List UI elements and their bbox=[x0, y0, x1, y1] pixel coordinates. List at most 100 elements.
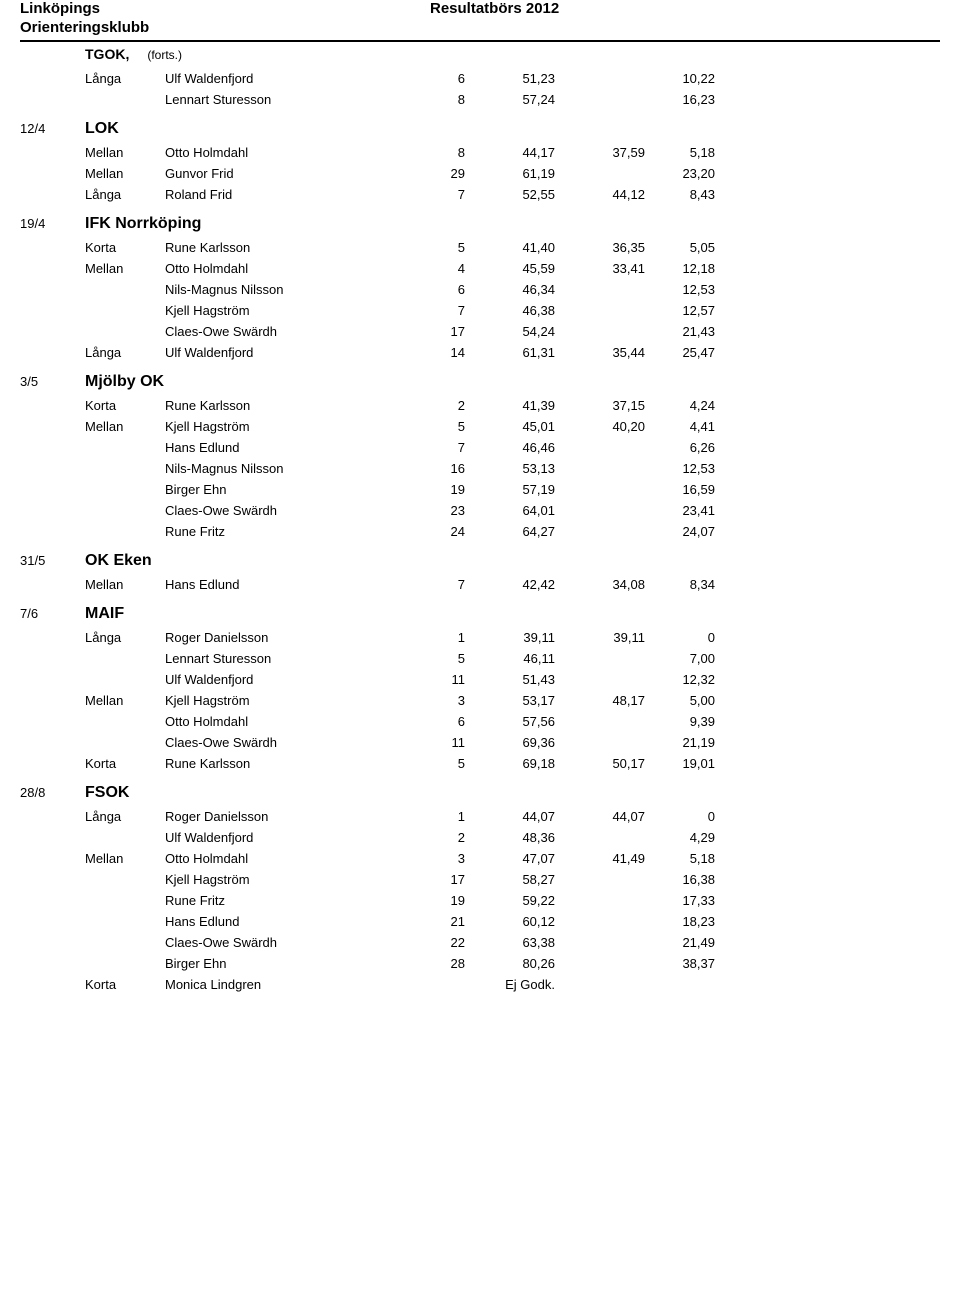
ref-cell: 44,12 bbox=[555, 184, 645, 205]
ref-cell: 34,08 bbox=[555, 574, 645, 595]
class-cell bbox=[85, 932, 165, 953]
ref-cell: 48,17 bbox=[555, 690, 645, 711]
time-cell: 46,11 bbox=[465, 648, 555, 669]
time-cell: 60,12 bbox=[465, 911, 555, 932]
time-cell: 61,31 bbox=[465, 342, 555, 363]
time-cell: 51,23 bbox=[465, 68, 555, 89]
class-cell bbox=[85, 458, 165, 479]
diff-cell: 12,57 bbox=[645, 300, 715, 321]
time-cell: 46,38 bbox=[465, 300, 555, 321]
header-rule bbox=[20, 40, 940, 42]
section-header: 3/5Mjölby OK bbox=[20, 373, 940, 391]
place-cell: 5 bbox=[405, 753, 465, 774]
section-header: 7/6MAIF bbox=[20, 605, 940, 623]
place-cell: 8 bbox=[405, 142, 465, 163]
class-cell: Långa bbox=[85, 68, 165, 89]
time-cell: 57,19 bbox=[465, 479, 555, 500]
results-table: KortaRune Karlsson541,4036,355,05MellanO… bbox=[85, 237, 715, 363]
class-cell: Långa bbox=[85, 184, 165, 205]
ref-cell bbox=[555, 300, 645, 321]
class-cell bbox=[85, 89, 165, 110]
place-cell: 14 bbox=[405, 342, 465, 363]
place-cell: 5 bbox=[405, 416, 465, 437]
time-cell: 54,24 bbox=[465, 321, 555, 342]
diff-cell: 0 bbox=[645, 806, 715, 827]
name-cell: Rune Karlsson bbox=[165, 395, 405, 416]
time-cell: 58,27 bbox=[465, 869, 555, 890]
name-cell: Hans Edlund bbox=[165, 911, 405, 932]
class-cell bbox=[85, 321, 165, 342]
name-cell: Claes-Owe Swärdh bbox=[165, 321, 405, 342]
place-cell: 16 bbox=[405, 458, 465, 479]
diff-cell: 0 bbox=[645, 627, 715, 648]
page-header: Linköpings Resultatbörs 2012 bbox=[20, 0, 940, 17]
table-row: Lennart Sturesson546,117,00 bbox=[85, 648, 715, 669]
table-row: Nils-Magnus Nilsson1653,1312,53 bbox=[85, 458, 715, 479]
ref-cell bbox=[555, 732, 645, 753]
name-cell: Rune Fritz bbox=[165, 521, 405, 542]
place-cell: 6 bbox=[405, 279, 465, 300]
place-cell: 17 bbox=[405, 869, 465, 890]
section-club: OK Eken bbox=[85, 552, 152, 570]
section-date: 3/5 bbox=[20, 374, 85, 389]
class-cell bbox=[85, 869, 165, 890]
class-cell bbox=[85, 500, 165, 521]
ref-cell: 40,20 bbox=[555, 416, 645, 437]
name-cell: Monica Lindgren bbox=[165, 974, 405, 995]
time-cell: 44,07 bbox=[465, 806, 555, 827]
time-cell: 42,42 bbox=[465, 574, 555, 595]
diff-cell: 16,23 bbox=[645, 89, 715, 110]
table-row: Kjell Hagström746,3812,57 bbox=[85, 300, 715, 321]
diff-cell: 24,07 bbox=[645, 521, 715, 542]
diff-cell: 21,19 bbox=[645, 732, 715, 753]
place-cell: 11 bbox=[405, 669, 465, 690]
diff-cell: 5,18 bbox=[645, 848, 715, 869]
ref-cell bbox=[555, 932, 645, 953]
name-cell: Kjell Hagström bbox=[165, 869, 405, 890]
ref-cell bbox=[555, 521, 645, 542]
diff-cell: 12,18 bbox=[645, 258, 715, 279]
name-cell: Ulf Waldenfjord bbox=[165, 68, 405, 89]
table-row: KortaRune Karlsson241,3937,154,24 bbox=[85, 395, 715, 416]
place-cell: 3 bbox=[405, 690, 465, 711]
table-row: Otto Holmdahl657,569,39 bbox=[85, 711, 715, 732]
diff-cell: 23,41 bbox=[645, 500, 715, 521]
name-cell: Gunvor Frid bbox=[165, 163, 405, 184]
place-cell: 6 bbox=[405, 68, 465, 89]
place-cell: 5 bbox=[405, 648, 465, 669]
class-cell: Långa bbox=[85, 806, 165, 827]
time-cell: 44,17 bbox=[465, 142, 555, 163]
section-club: FSOK bbox=[85, 784, 129, 802]
time-cell: 46,46 bbox=[465, 437, 555, 458]
table-row: MellanGunvor Frid2961,1923,20 bbox=[85, 163, 715, 184]
ref-cell bbox=[555, 827, 645, 848]
time-cell: 51,43 bbox=[465, 669, 555, 690]
ref-cell bbox=[555, 669, 645, 690]
diff-cell: 38,37 bbox=[645, 953, 715, 974]
class-cell bbox=[85, 521, 165, 542]
place-cell: 19 bbox=[405, 890, 465, 911]
diff-cell: 12,32 bbox=[645, 669, 715, 690]
time-cell: 53,13 bbox=[465, 458, 555, 479]
ref-cell bbox=[555, 68, 645, 89]
time-cell: 53,17 bbox=[465, 690, 555, 711]
diff-cell: 4,29 bbox=[645, 827, 715, 848]
name-cell: Roger Danielsson bbox=[165, 806, 405, 827]
name-cell: Otto Holmdahl bbox=[165, 258, 405, 279]
class-cell bbox=[85, 300, 165, 321]
name-cell: Otto Holmdahl bbox=[165, 848, 405, 869]
place-cell: 2 bbox=[405, 827, 465, 848]
name-cell: Ulf Waldenfjord bbox=[165, 669, 405, 690]
section-club: LOK bbox=[85, 120, 119, 138]
section-header: 31/5OK Eken bbox=[20, 552, 940, 570]
name-cell: Nils-Magnus Nilsson bbox=[165, 458, 405, 479]
ref-cell bbox=[555, 869, 645, 890]
class-cell bbox=[85, 827, 165, 848]
table-row: KortaMonica LindgrenEj Godk. bbox=[85, 974, 715, 995]
diff-cell: 17,33 bbox=[645, 890, 715, 911]
class-cell: Korta bbox=[85, 974, 165, 995]
page-title: Resultatbörs 2012 bbox=[430, 0, 559, 17]
ref-cell bbox=[555, 711, 645, 732]
name-cell: Birger Ehn bbox=[165, 479, 405, 500]
name-cell: Roland Frid bbox=[165, 184, 405, 205]
